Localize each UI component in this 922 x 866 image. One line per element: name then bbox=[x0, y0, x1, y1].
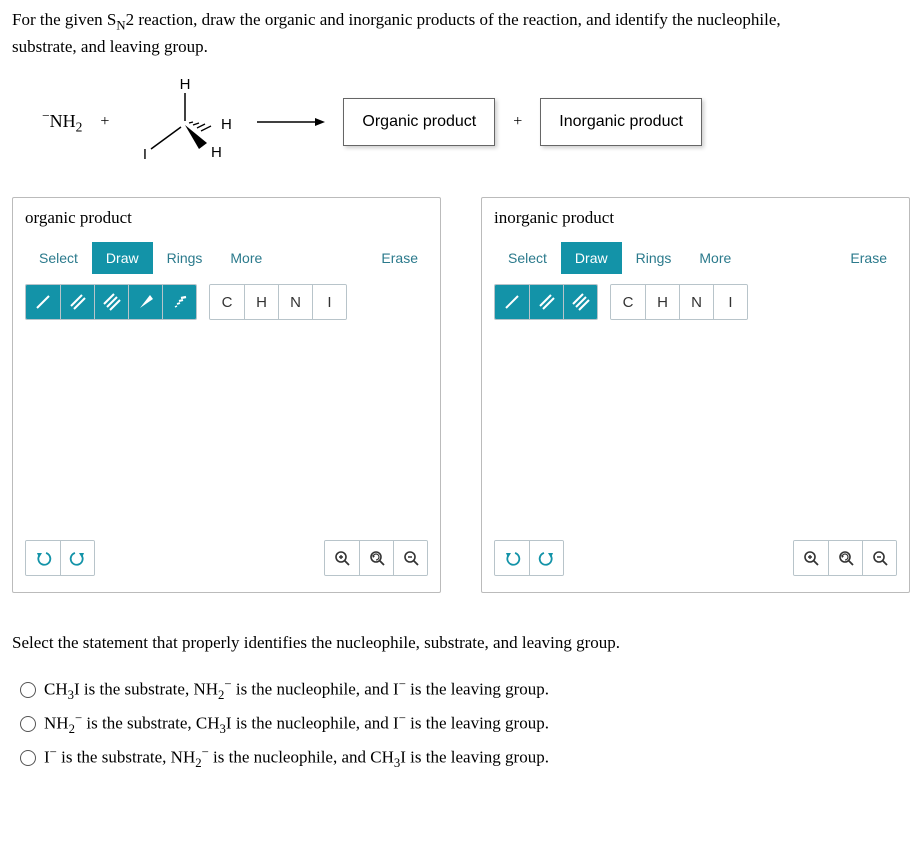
reaction-arrow bbox=[255, 112, 325, 132]
element-i[interactable]: I bbox=[713, 285, 747, 319]
inorganic-canvas[interactable] bbox=[494, 330, 897, 540]
redo-button[interactable] bbox=[60, 541, 94, 575]
inorganic-panel-title: inorganic product bbox=[494, 208, 897, 228]
organic-tabs: Select Draw Rings More bbox=[25, 242, 276, 274]
undo-redo-group bbox=[25, 540, 95, 576]
single-bond-tool[interactable] bbox=[26, 285, 60, 319]
double-bond-tool[interactable] bbox=[60, 285, 94, 319]
question-text: For the given SN2 reaction, draw the org… bbox=[12, 8, 910, 59]
element-c[interactable]: C bbox=[210, 285, 244, 319]
triple-bond-tool[interactable] bbox=[563, 285, 597, 319]
element-tools: C H N I bbox=[610, 284, 748, 320]
element-n[interactable]: N bbox=[679, 285, 713, 319]
redo-button[interactable] bbox=[529, 541, 563, 575]
triple-bond-tool[interactable] bbox=[94, 285, 128, 319]
inorganic-panel: inorganic product Select Draw Rings More… bbox=[481, 197, 910, 593]
wedge-bond-tool[interactable] bbox=[128, 285, 162, 319]
radio-icon bbox=[20, 750, 36, 766]
bond-tools bbox=[25, 284, 197, 320]
svg-text:I: I bbox=[143, 146, 147, 163]
zoom-in-button[interactable] bbox=[325, 541, 359, 575]
double-bond-tool[interactable] bbox=[529, 285, 563, 319]
zoom-reset-button[interactable] bbox=[828, 541, 862, 575]
zoom-out-button[interactable] bbox=[393, 541, 427, 575]
tab-select[interactable]: Select bbox=[494, 242, 561, 274]
plus-2: + bbox=[513, 113, 522, 131]
tab-more[interactable]: More bbox=[216, 242, 276, 274]
substrate-structure: H H H I bbox=[127, 77, 237, 167]
organic-canvas[interactable] bbox=[25, 330, 428, 540]
element-tools: C H N I bbox=[209, 284, 347, 320]
element-n[interactable]: N bbox=[278, 285, 312, 319]
tab-select[interactable]: Select bbox=[25, 242, 92, 274]
reagent-nh2: −NH2 bbox=[42, 108, 82, 136]
radio-label: I− is the substrate, NH2− is the nucleop… bbox=[44, 745, 549, 771]
organic-panel: organic product Select Draw Rings More E… bbox=[12, 197, 441, 593]
bond-tools bbox=[494, 284, 598, 320]
erase-button[interactable]: Erase bbox=[840, 242, 897, 274]
element-h[interactable]: H bbox=[244, 285, 278, 319]
tab-draw[interactable]: Draw bbox=[561, 242, 622, 274]
radio-options: CH3I is the substrate, NH2− is the nucle… bbox=[20, 677, 910, 771]
tab-rings[interactable]: Rings bbox=[153, 242, 217, 274]
svg-text:H: H bbox=[221, 116, 232, 133]
zoom-out-button[interactable] bbox=[862, 541, 896, 575]
reaction-scheme: −NH2 + H H H I Organic product + Inorgan… bbox=[42, 77, 910, 167]
element-h[interactable]: H bbox=[645, 285, 679, 319]
radio-label: NH2− is the substrate, CH3I is the nucle… bbox=[44, 711, 549, 737]
zoom-in-button[interactable] bbox=[794, 541, 828, 575]
inorganic-product-box: Inorganic product bbox=[540, 98, 702, 146]
tab-more[interactable]: More bbox=[685, 242, 745, 274]
dash-bond-tool[interactable] bbox=[162, 285, 196, 319]
inorganic-tabs: Select Draw Rings More bbox=[494, 242, 745, 274]
erase-button[interactable]: Erase bbox=[371, 242, 428, 274]
mc-statement: Select the statement that properly ident… bbox=[12, 633, 910, 653]
zoom-group bbox=[793, 540, 897, 576]
radio-option-3[interactable]: I− is the substrate, NH2− is the nucleop… bbox=[20, 745, 910, 771]
zoom-group bbox=[324, 540, 428, 576]
radio-icon bbox=[20, 682, 36, 698]
undo-button[interactable] bbox=[26, 541, 60, 575]
undo-redo-group bbox=[494, 540, 564, 576]
radio-label: CH3I is the substrate, NH2− is the nucle… bbox=[44, 677, 549, 703]
radio-option-1[interactable]: CH3I is the substrate, NH2− is the nucle… bbox=[20, 677, 910, 703]
svg-text:H: H bbox=[180, 77, 191, 93]
tab-draw[interactable]: Draw bbox=[92, 242, 153, 274]
single-bond-tool[interactable] bbox=[495, 285, 529, 319]
radio-icon bbox=[20, 716, 36, 732]
zoom-reset-button[interactable] bbox=[359, 541, 393, 575]
plus-1: + bbox=[100, 113, 109, 131]
radio-option-2[interactable]: NH2− is the substrate, CH3I is the nucle… bbox=[20, 711, 910, 737]
element-c[interactable]: C bbox=[611, 285, 645, 319]
element-i[interactable]: I bbox=[312, 285, 346, 319]
tab-rings[interactable]: Rings bbox=[622, 242, 686, 274]
organic-panel-title: organic product bbox=[25, 208, 428, 228]
svg-text:H: H bbox=[211, 144, 222, 161]
organic-product-box: Organic product bbox=[343, 98, 495, 146]
undo-button[interactable] bbox=[495, 541, 529, 575]
